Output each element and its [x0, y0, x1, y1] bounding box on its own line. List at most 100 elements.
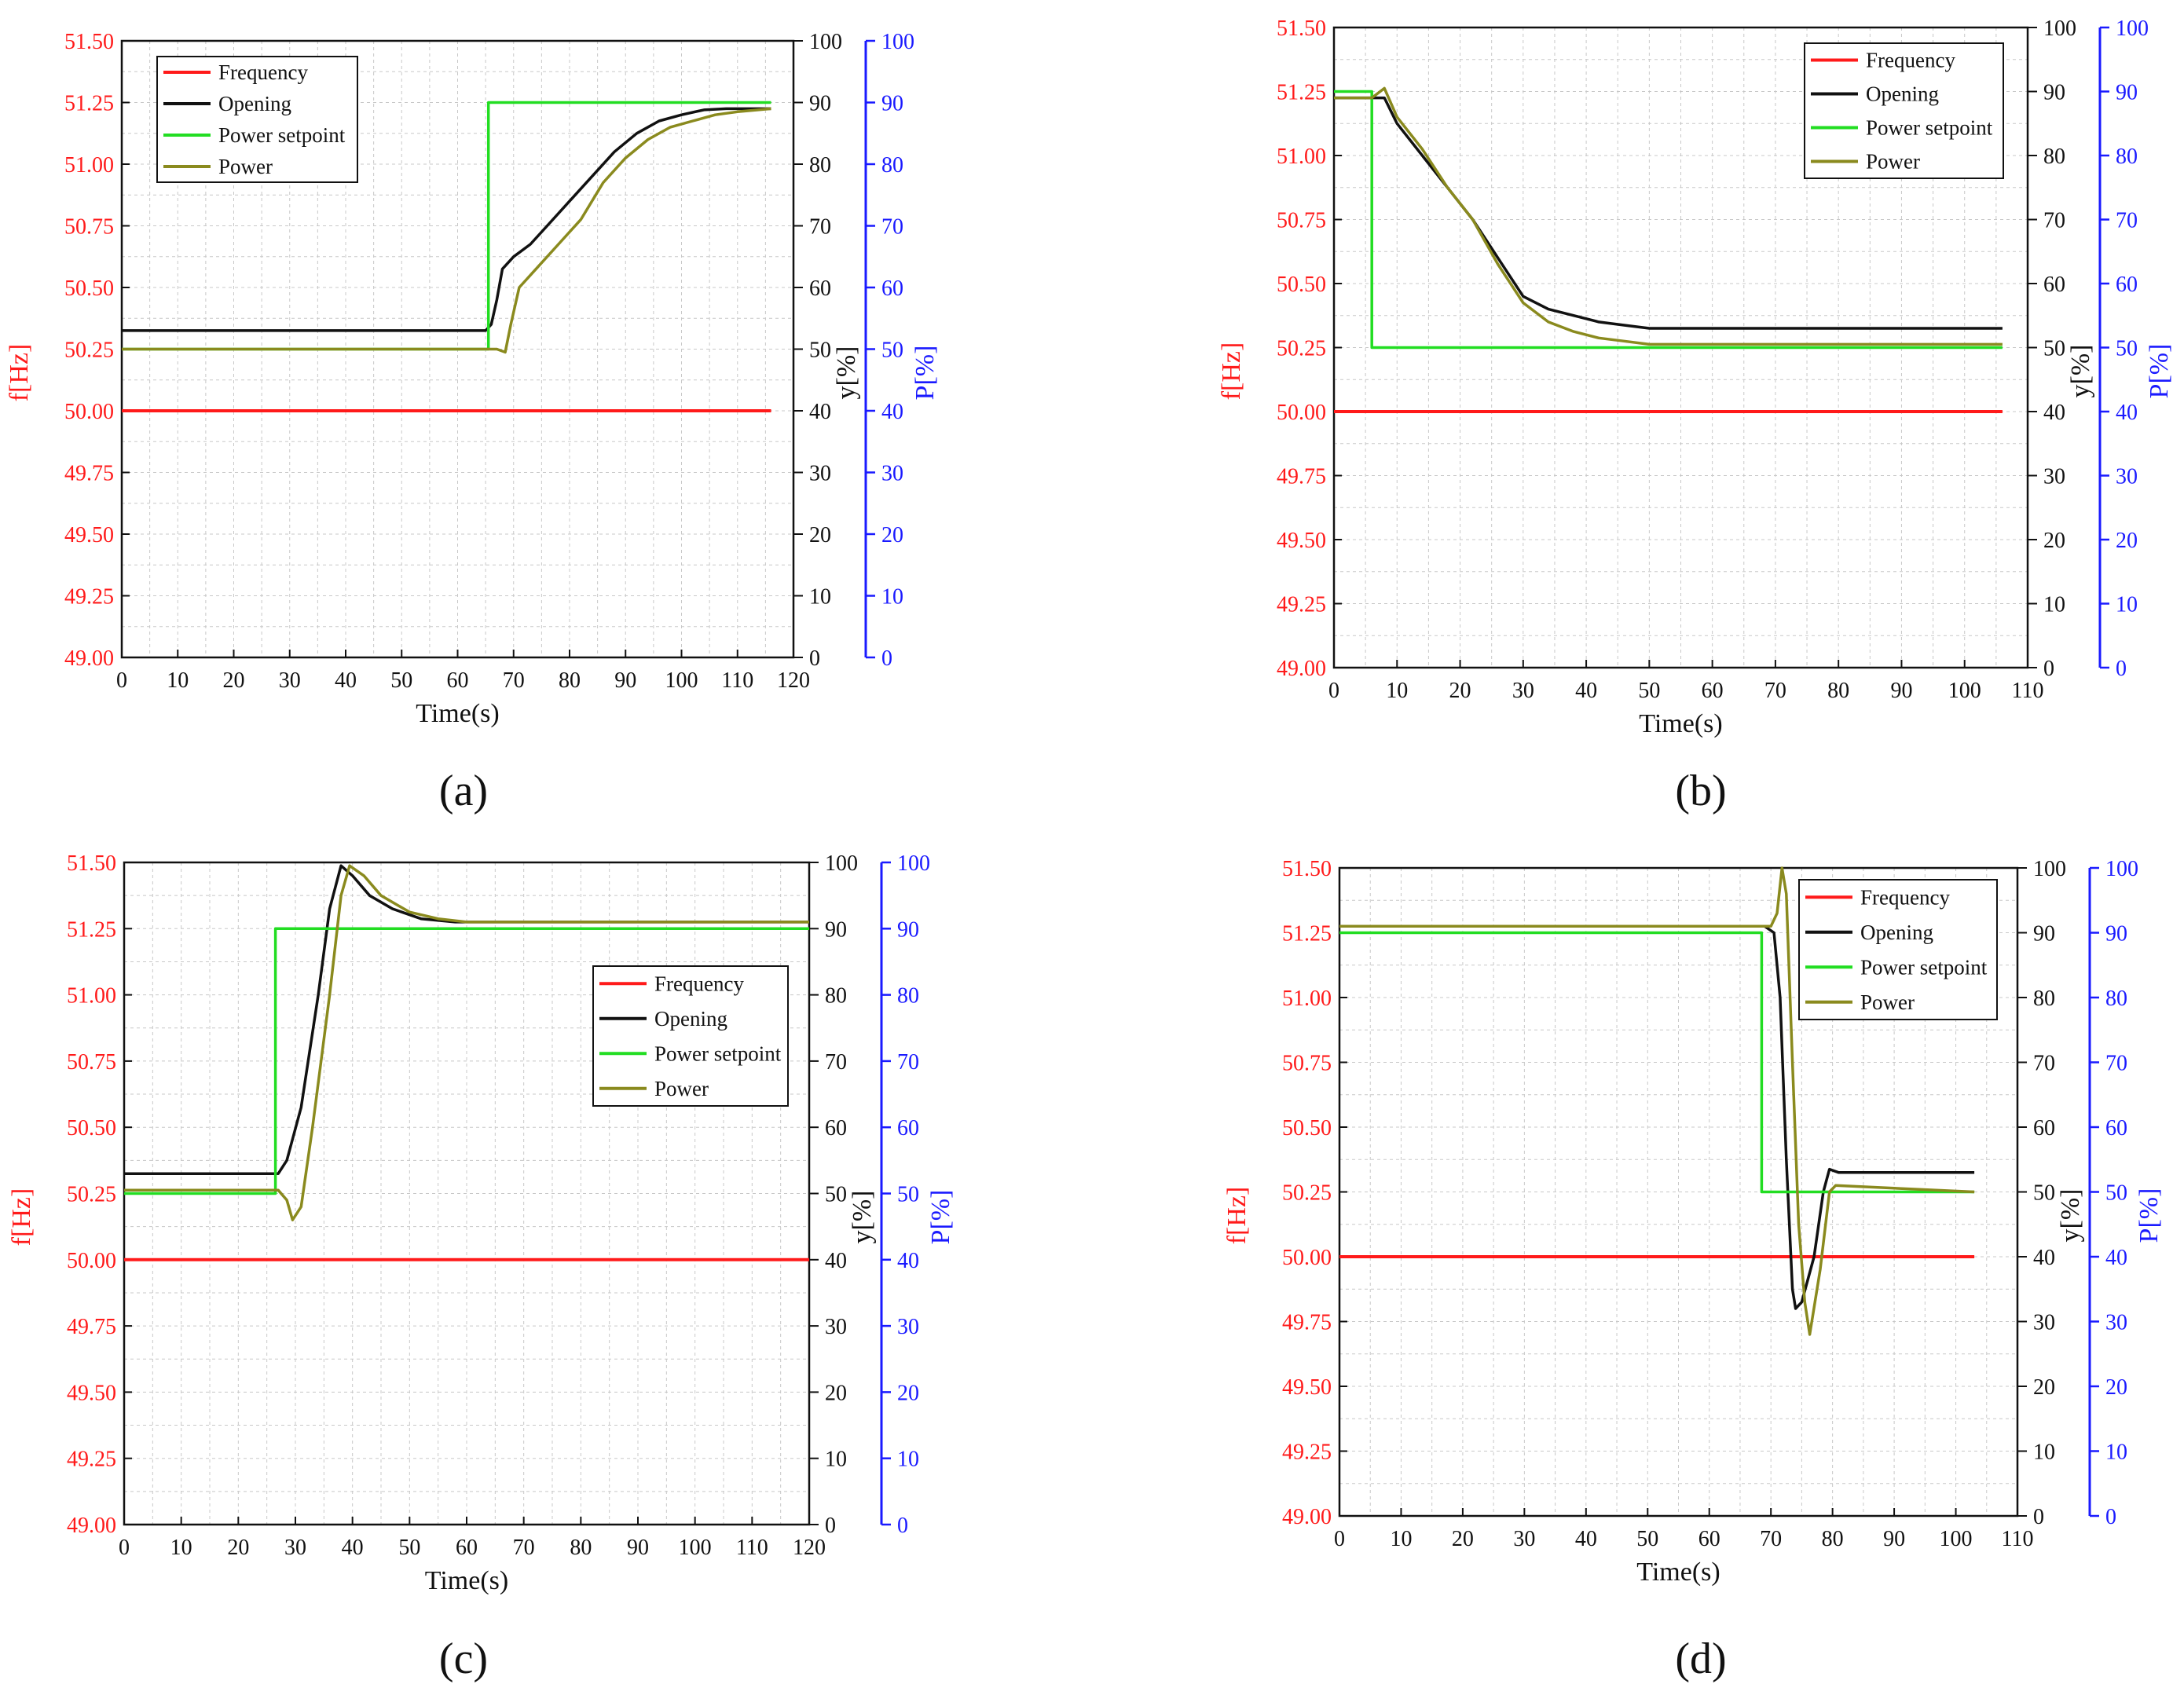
series-group	[122, 101, 771, 412]
y-left-tick-label: 50.00	[1277, 401, 1326, 425]
y-right-tick-label: 90	[825, 917, 847, 942]
y-right-axis-label: y[%]	[848, 1191, 877, 1244]
p-axis-tick-label: 40	[897, 1249, 919, 1273]
y-left-tick-label: 51.50	[1277, 16, 1326, 41]
y-right-tick-label: 30	[825, 1315, 847, 1339]
legend-box	[1798, 879, 1998, 1020]
series-line-power-setpoint	[1339, 931, 1975, 1194]
y-left-tick-label: 51.50	[1282, 857, 1332, 881]
x-tick-label: 70	[1764, 679, 1786, 703]
x-tick-label: 120	[793, 1536, 826, 1560]
y-left-tick-label: 50.75	[64, 215, 114, 240]
p-axis-tick-label: 100	[2105, 857, 2138, 881]
y-left-tick-label: 50.00	[64, 400, 114, 424]
y-right-tick-label: 70	[825, 1050, 847, 1074]
p-axis-tick-label: 60	[881, 276, 903, 301]
x-axis-label: Time(s)	[416, 699, 499, 728]
p-axis-tick-label: 30	[2116, 465, 2138, 489]
p-axis-tick-label: 90	[897, 917, 919, 942]
y-right-tick-label: 10	[809, 585, 831, 610]
p-axis-tick-label: 70	[881, 215, 903, 240]
y-left-tick-label: 51.00	[64, 153, 114, 178]
x-tick-label: 50	[398, 1536, 420, 1560]
chart-panel-2: 0 10 20 30 40 50 60 70 80 90 100 11049.0049.2549.50…	[1217, 16, 2174, 815]
p-axis-tick-label: 50	[881, 339, 903, 363]
series-line-opening	[1339, 924, 1975, 1310]
x-tick-label: 40	[335, 668, 357, 693]
panel-caption: (d)	[1675, 1635, 1726, 1683]
y-left-tick-label: 49.00	[1282, 1505, 1332, 1529]
legend: Frequency Opening Power setpoint Power	[156, 56, 358, 183]
y-left-axis-label: f[Hz]	[5, 344, 34, 402]
y-right-tick-label: 50	[2043, 337, 2065, 361]
x-tick-label: 110	[721, 668, 753, 693]
y-right-tick-label: 0	[2033, 1505, 2044, 1529]
y-right-tick-label: 40	[809, 400, 831, 424]
p-axis-tick-label: 30	[2105, 1311, 2127, 1335]
y-right-tick-label: 90	[2033, 922, 2055, 946]
y-left-tick-label: 49.00	[67, 1514, 116, 1538]
y-right-tick-label: 80	[809, 153, 831, 178]
y-left-tick-label: 49.50	[64, 523, 114, 547]
y-right-tick-label: 60	[2033, 1116, 2055, 1140]
y-left-tick-label: 51.25	[67, 917, 116, 942]
y-right-tick-label: 60	[2043, 273, 2065, 297]
y-right-tick-label: 80	[2043, 145, 2065, 169]
y-left-tick-label: 49.50	[67, 1381, 116, 1405]
x-tick-label: 80	[1827, 679, 1849, 703]
y-left-tick-label: 50.00	[67, 1249, 116, 1273]
x-tick-label: 50	[1636, 1527, 1658, 1551]
y-left-axis-label: f[Hz]	[1222, 1187, 1251, 1245]
p-axis-label: P[%]	[2145, 344, 2174, 399]
y-left-tick-label: 49.50	[1277, 529, 1326, 553]
y-right-tick-label: 30	[2043, 465, 2065, 489]
y-right-tick-label: 40	[2043, 401, 2065, 425]
y-right-tick-label: 20	[2033, 1375, 2055, 1400]
y-left-tick-label: 49.75	[1282, 1311, 1332, 1335]
x-tick-label: 70	[513, 1536, 535, 1560]
y-right-tick-label: 50	[825, 1183, 847, 1207]
p-axis-tick-label: 10	[897, 1448, 919, 1472]
p-axis-tick-label: 60	[2105, 1116, 2127, 1140]
y-right-tick-label: 40	[2033, 1246, 2055, 1270]
panel-caption: (c)	[439, 1635, 488, 1683]
p-axis-tick-label: 30	[897, 1315, 919, 1339]
p-axis-tick-label: 0	[897, 1514, 908, 1538]
x-tick-label: 110	[2012, 679, 2044, 703]
legend: Frequency Opening Power setpoint Power	[592, 965, 789, 1107]
y-left-tick-label: 51.00	[1282, 987, 1332, 1011]
legend-label: Frequency	[1860, 885, 1950, 909]
p-axis-tick-label: 90	[2116, 81, 2138, 105]
legend: Frequency Opening Power setpoint Power	[1798, 879, 1998, 1020]
y-left-tick-label: 49.75	[1277, 465, 1326, 489]
x-tick-label: 30	[1513, 1527, 1535, 1551]
x-tick-label: 50	[1638, 679, 1660, 703]
y-left-tick-label: 50.50	[64, 276, 114, 301]
panel-caption: (b)	[1675, 767, 1726, 815]
y-left-tick-label: 50.75	[1277, 209, 1326, 233]
p-axis-tick-label: 70	[897, 1050, 919, 1074]
y-left-tick-label: 49.25	[1277, 593, 1326, 617]
p-axis-tick-label: 100	[2116, 16, 2149, 41]
x-tick-label: 100	[1940, 1527, 1973, 1551]
y-right-tick-label: 100	[2043, 16, 2076, 41]
y-right-tick-label: 90	[809, 92, 831, 116]
x-tick-label: 30	[1512, 679, 1534, 703]
y-right-tick-label: 20	[809, 523, 831, 547]
legend-label: Power	[1860, 990, 1915, 1014]
p-axis-tick-label: 60	[2116, 273, 2138, 297]
p-axis-tick-label: 100	[881, 30, 914, 54]
x-tick-label: 10	[1386, 679, 1408, 703]
series-group	[1339, 866, 1975, 1336]
p-axis-tick-label: 0	[2105, 1505, 2116, 1529]
legend-label: Frequency	[1866, 49, 1955, 72]
x-tick-label: 40	[1575, 679, 1597, 703]
legend-label: Power	[654, 1077, 709, 1100]
y-left-tick-label: 50.25	[1282, 1181, 1332, 1206]
series-line-power	[1334, 86, 2003, 346]
p-axis-tick-label: 80	[2116, 145, 2138, 169]
y-left-tick-label: 51.00	[1277, 145, 1326, 169]
p-axis-tick-label: 80	[897, 984, 919, 1009]
p-axis-label: P[%]	[2135, 1188, 2164, 1243]
y-left-tick-label: 51.00	[67, 984, 116, 1009]
